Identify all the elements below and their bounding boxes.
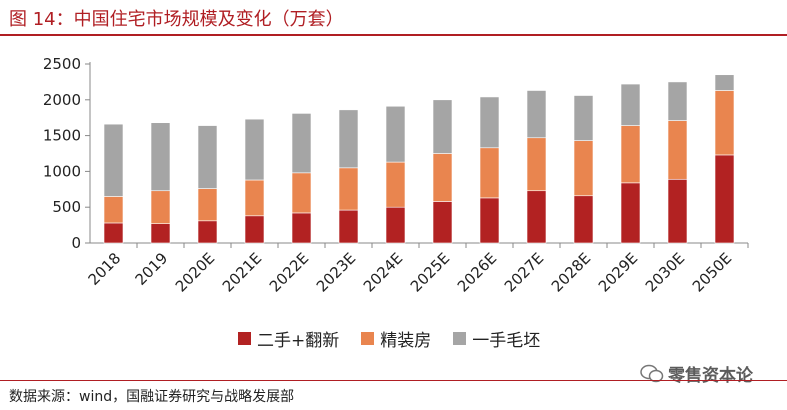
bar-decorated	[338, 167, 359, 211]
bar-secondhand	[385, 206, 406, 244]
x-tick-label: 2050E	[689, 249, 735, 295]
bar-decorated	[103, 196, 124, 224]
y-tick-label: 1000	[43, 162, 81, 180]
bar-secondhand	[197, 220, 218, 244]
bar-decorated	[573, 140, 594, 197]
watermark-text: 零售资本论	[668, 366, 753, 386]
bar-rough	[244, 118, 265, 181]
bar-rough	[620, 83, 641, 126]
x-tick-label: 2028E	[548, 249, 594, 295]
bar-secondhand	[291, 212, 312, 244]
bar-rough	[432, 99, 453, 154]
y-tick-label: 2500	[43, 55, 81, 73]
bar-decorated	[620, 125, 641, 184]
x-tick-label: 2019	[132, 249, 172, 289]
y-tick-label: 500	[52, 198, 81, 216]
bar-decorated	[385, 161, 406, 208]
legend-item-rough: 一手毛坯	[453, 326, 540, 351]
y-tick-label: 1500	[43, 127, 81, 145]
bar-secondhand	[338, 209, 359, 244]
x-tick-label: 2026E	[454, 249, 500, 295]
x-tick-label: 2018	[85, 249, 125, 289]
x-axis: 2018 2019 2020E 2021E 2022E 2023E 2024E 2025E 20…	[85, 242, 749, 296]
bar-secondhand	[150, 223, 171, 244]
chart-legend: 二手+翻新 精装房 一手毛坯	[238, 326, 540, 351]
bar-secondhand	[714, 154, 735, 244]
bar-rough	[197, 125, 218, 189]
bar-decorated	[479, 147, 500, 199]
y-axis: 0 500 1000 1500 2000 2500	[43, 55, 91, 252]
bar-secondhand	[573, 195, 594, 244]
legend-label-decorated: 精装房	[380, 330, 432, 351]
y-tick-label: 2000	[43, 91, 81, 109]
bar-rough	[714, 74, 735, 91]
bar-decorated	[667, 120, 688, 180]
legend-label-secondhand: 二手+翻新	[257, 330, 340, 351]
bar-secondhand	[432, 201, 453, 244]
wechat-icon	[640, 364, 664, 382]
x-tick-label: 2021E	[219, 249, 265, 295]
chart-area: 0 500 1000 1500 2000 2500 2018 2019 2020E 2021E 2…	[0, 40, 787, 370]
legend-swatch-rough	[453, 331, 467, 345]
bar-secondhand	[103, 222, 124, 244]
legend-label-rough: 一手毛坯	[472, 330, 541, 351]
legend-swatch-decorated	[361, 331, 375, 345]
bar-decorated	[432, 153, 453, 202]
bars	[103, 74, 735, 244]
x-tick-label: 2020E	[172, 249, 218, 295]
bar-rough	[573, 95, 594, 141]
y-tick-label: 0	[71, 234, 81, 252]
bar-secondhand	[244, 215, 265, 244]
bar-rough	[385, 105, 406, 163]
bar-rough	[479, 96, 500, 149]
bar-rough	[338, 109, 359, 169]
bar-secondhand	[526, 190, 547, 244]
bar-decorated	[714, 90, 735, 156]
bar-decorated	[197, 188, 218, 222]
legend-item-secondhand: 二手+翻新	[238, 326, 339, 351]
bar-rough	[103, 123, 124, 197]
x-tick-label: 2030E	[642, 249, 688, 295]
watermark-logo: 零售资本论	[640, 361, 753, 386]
bar-secondhand	[620, 182, 641, 244]
bar-decorated	[526, 137, 547, 192]
legend-item-decorated: 精装房	[361, 326, 431, 351]
x-tick-label: 2023E	[313, 249, 359, 295]
bar-decorated	[291, 172, 312, 214]
figure-footer: 数据来源：wind，国融证券研究与战略发展部	[0, 380, 787, 410]
bar-decorated	[244, 179, 265, 217]
bar-secondhand	[667, 178, 688, 244]
bar-rough	[667, 81, 688, 121]
bar-rough	[150, 122, 171, 192]
legend-swatch-secondhand	[238, 331, 251, 345]
x-tick-label: 2027E	[501, 249, 547, 295]
bar-secondhand	[479, 197, 500, 244]
bar-decorated	[150, 190, 171, 224]
x-tick-label: 2025E	[407, 249, 453, 295]
x-tick-label: 2029E	[595, 249, 641, 295]
figure-title: 图 14：中国住宅市场规模及变化（万套）	[9, 9, 344, 30]
bar-rough	[526, 90, 547, 139]
data-source: 数据来源：wind，国融证券研究与战略发展部	[9, 389, 295, 405]
x-tick-label: 2024E	[360, 249, 406, 295]
x-tick-label: 2022E	[266, 249, 312, 295]
bar-rough	[291, 113, 312, 174]
figure-title-bar: 图 14：中国住宅市场规模及变化（万套）	[0, 0, 787, 36]
